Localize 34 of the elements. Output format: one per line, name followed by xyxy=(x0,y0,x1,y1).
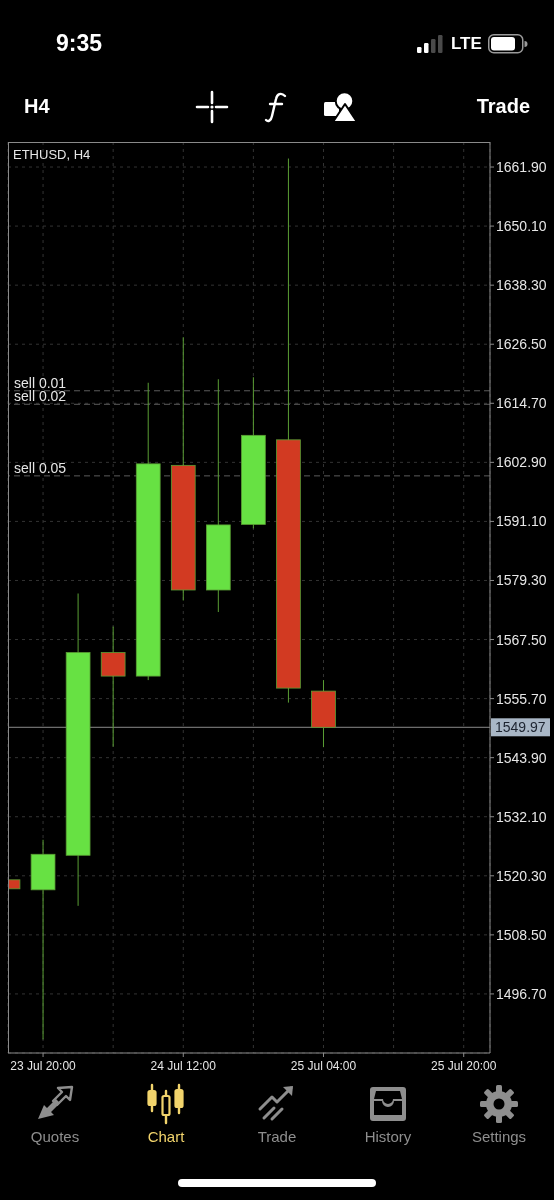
text: Trade xyxy=(476,95,530,118)
ref-line-label: sell 0.02 xyxy=(14,388,67,405)
x-tick-label: 25 Jul 20:00 xyxy=(431,1059,497,1073)
candlestick xyxy=(100,626,126,748)
text: 9:35 xyxy=(56,30,103,57)
text: H4 xyxy=(24,95,50,118)
y-tick-label: 1520.30 xyxy=(496,867,547,884)
y-tick-label: 1508.50 xyxy=(496,926,547,943)
text: Quotes xyxy=(29,1128,81,1145)
y-tick-label: 1579.30 xyxy=(496,572,547,589)
text: Trade xyxy=(256,1128,298,1145)
text: Chart xyxy=(146,1128,186,1145)
x-tick-label: 23 Jul 20:00 xyxy=(10,1059,77,1073)
y-tick-label: 1650.10 xyxy=(496,218,547,235)
ref-line-label: sell 0.05 xyxy=(14,459,67,476)
x-tick-label: 24 Jul 12:00 xyxy=(150,1059,217,1073)
y-tick-label: 1555.70 xyxy=(496,690,547,707)
y-tick-label: 1614.70 xyxy=(496,395,547,412)
y-tick-label: 1602.90 xyxy=(496,454,547,471)
y-tick-label: 1543.90 xyxy=(496,749,547,766)
chart-title: ETHUSD, H4 xyxy=(13,147,91,162)
y-tick-label: 1661.90 xyxy=(496,159,547,175)
y-tick-label: 1591.10 xyxy=(496,513,547,530)
text: History xyxy=(363,1128,413,1145)
y-tick-label: 1567.50 xyxy=(496,631,547,648)
text: LTE xyxy=(451,34,482,54)
y-tick-label: 1496.70 xyxy=(496,985,547,1002)
ref-line-label: 1549.97 xyxy=(495,719,546,736)
y-tick-label: 1626.50 xyxy=(496,336,547,353)
text: Settings xyxy=(470,1128,528,1145)
x-tick-label: 25 Jul 04:00 xyxy=(290,1059,357,1073)
ref-line-label: sell 0.01 xyxy=(14,374,67,391)
y-tick-label: 1638.30 xyxy=(496,277,547,294)
y-tick-label: 1532.10 xyxy=(496,808,547,825)
